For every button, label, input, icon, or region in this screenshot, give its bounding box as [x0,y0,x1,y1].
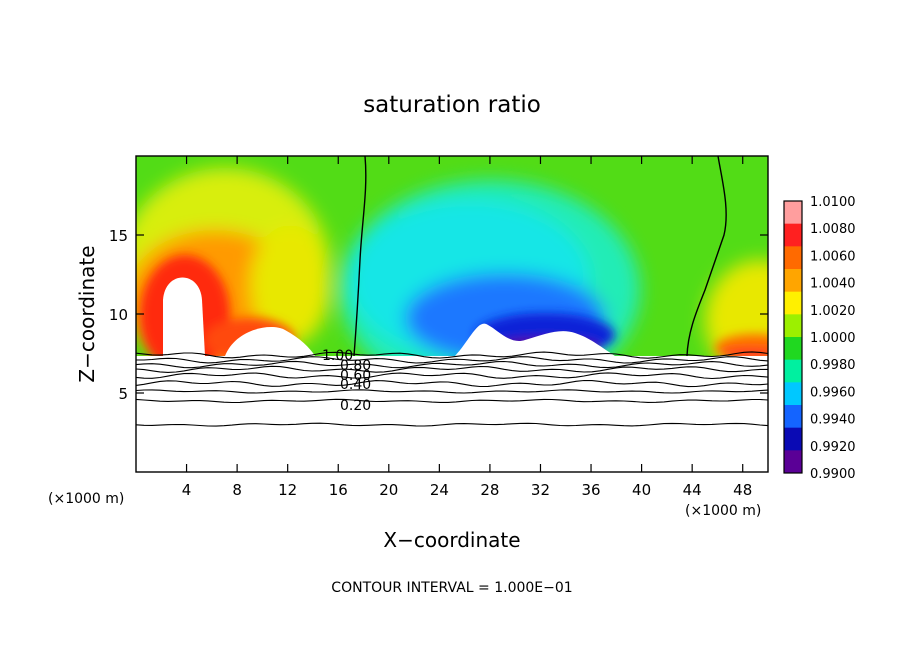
x-tick-label: 20 [379,481,398,499]
contour-lines [136,351,768,427]
y-tick-label: 5 [118,385,128,403]
x-axis: 4 8 12 16 20 24 28 32 36 40 44 48 [182,156,752,499]
white-gap-left [163,277,205,356]
plot-area [136,156,768,472]
contour-line [136,356,768,364]
contour-line [136,360,768,369]
colorbar-frame [783,200,803,474]
colorbar-swatch [784,405,802,429]
colorbar-tick-label: 0.9940 [810,413,856,428]
contour-label-020: 0.20 [340,398,371,414]
y-tick-label: 15 [109,227,128,245]
contour-label-060: 0.60 [340,368,371,384]
colorbar-tick-label: 0.9980 [810,358,856,373]
contour-line [136,351,768,359]
colorbar-tick-label: 1.0080 [810,222,856,237]
colorbar-swatch [784,246,802,270]
lower-contours [136,356,768,472]
contour-label-080: 0.80 [340,358,371,374]
colorbar-swatch [784,427,802,451]
chart-title: saturation ratio [363,92,541,118]
y-axis-title: Z−coordinate [75,245,99,382]
colorbar-tick-label: 1.0040 [810,277,856,292]
colorbar-tick-label: 1.0020 [810,304,856,319]
x-tick-label: 48 [733,481,752,499]
colorbar-swatch [784,359,802,383]
x-tick-label: 40 [632,481,651,499]
colorbar-tick-label: 0.9920 [810,440,856,455]
white-gap-center [455,323,615,356]
colorbar-swatch [784,223,802,247]
white-gap-mid [225,327,315,356]
upper-field [136,156,768,400]
contour-line [136,365,768,373]
colorbar-tick-label: 1.0100 [810,195,856,210]
contour-line [136,379,768,388]
contour-line [136,398,768,404]
x-tick-label: 24 [430,481,449,499]
x-tick-label: 32 [531,481,550,499]
contour-line [136,422,768,427]
contour-line [136,372,768,380]
colorbar-swatch [784,382,802,406]
field-yellow-left-2 [250,225,330,345]
y-axis: 5 10 15 [109,227,768,403]
colorbar-swatch [784,269,802,293]
x-tick-label: 12 [278,481,297,499]
colorbar-swatch [784,291,802,315]
x-axis-title: X−coordinate [383,528,520,552]
x-tick-label: 8 [232,481,242,499]
contour-label-040: 0.40 [340,377,371,393]
x-tick-label: 44 [683,481,702,499]
contour-interval-note: CONTOUR INTERVAL = 1.000E−01 [331,580,572,596]
y-unit-label: (×1000 m) [48,491,124,507]
colorbar-tick-label: 1.0060 [810,249,856,264]
colorbar-swatch [784,201,802,225]
contour-label-100: 1.00 [322,348,353,364]
colorbar-swatch [784,337,802,361]
contour-1.00-left [353,156,367,357]
contour-line [136,389,768,394]
lower-layer [136,356,768,472]
y-tick-label: 10 [109,306,128,324]
colorbar-tick-label: 1.0000 [810,331,856,346]
colorbar: 1.0100 1.0080 1.0060 1.0040 1.0020 1.0000 0.99… [783,195,856,482]
colorbar-swatch [784,314,802,338]
x-tick-label: 28 [480,481,499,499]
x-unit-label: (×1000 m) [685,503,761,519]
colorbar-tick-label: 0.9900 [810,467,856,482]
colorbar-swatch [784,450,802,474]
contour-1.00-right [686,156,727,357]
x-tick-label: 4 [182,481,192,499]
colorbar-tick-label: 0.9960 [810,385,856,400]
x-tick-label: 16 [329,481,348,499]
x-tick-label: 36 [581,481,600,499]
